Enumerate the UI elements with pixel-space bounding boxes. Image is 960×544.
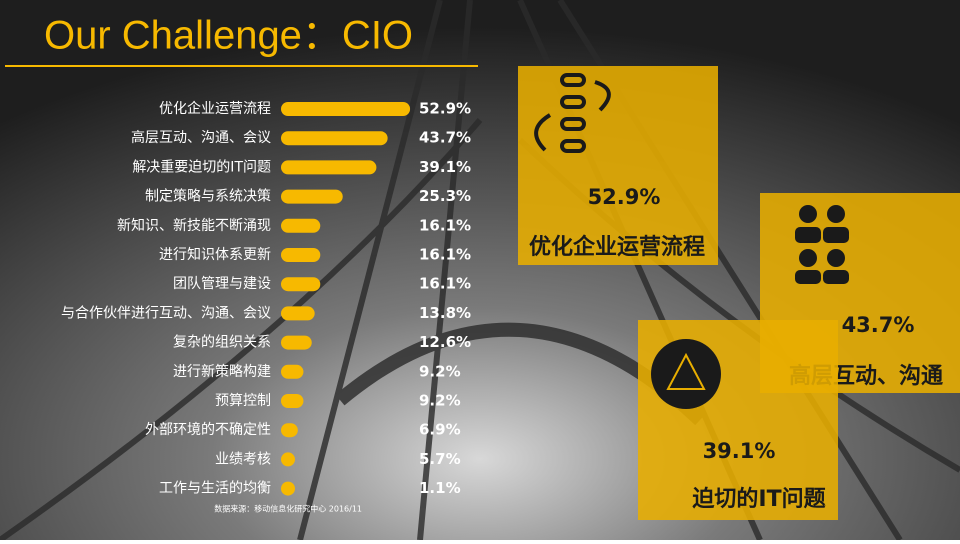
highlight-label: 优化企业运营流程 xyxy=(529,234,705,260)
highlight-value: 43.7% xyxy=(842,313,915,337)
highlight-box xyxy=(518,66,718,265)
bar xyxy=(281,160,377,175)
category-label: 复杂的组织关系 xyxy=(173,334,271,351)
category-label: 工作与生活的均衡 xyxy=(159,481,271,497)
category-label: 外部环境的不确定性 xyxy=(145,422,271,438)
people-icon xyxy=(795,205,849,284)
value-label: 9.2% xyxy=(419,392,461,410)
process-icon xyxy=(534,73,611,153)
value-label: 1.1% xyxy=(419,479,461,497)
highlight-value: 52.9% xyxy=(588,185,661,209)
value-label: 6.9% xyxy=(419,421,461,439)
category-label: 预算控制 xyxy=(215,393,271,409)
bar xyxy=(281,189,343,204)
value-label: 9.2% xyxy=(419,362,461,380)
category-label: 业绩考核 xyxy=(215,451,271,467)
value-label: 16.1% xyxy=(419,216,471,234)
bar xyxy=(281,277,321,292)
value-label: 39.1% xyxy=(419,158,471,176)
category-label: 优化企业运营流程 xyxy=(159,100,271,117)
category-label: 制定策略与系统决策 xyxy=(145,188,271,205)
category-label: 与合作伙伴进行互动、沟通、会议 xyxy=(61,305,271,321)
highlight-3: 39.1% 迫切的IT问题 xyxy=(638,320,838,520)
bar xyxy=(281,481,295,496)
highlight-label: 迫切的IT问题 xyxy=(691,486,826,512)
bar xyxy=(281,306,315,321)
bar xyxy=(281,102,411,116)
warning-triangle xyxy=(666,352,706,390)
bar xyxy=(281,218,321,233)
highlight-1: 52.9% 优化企业运营流程 xyxy=(518,66,718,265)
warning-icon xyxy=(651,339,721,409)
bar xyxy=(281,131,388,146)
category-label: 进行知识体系更新 xyxy=(159,246,271,263)
bar xyxy=(281,364,304,379)
bar xyxy=(281,423,298,438)
category-label: 进行新策略构建 xyxy=(173,363,271,380)
value-label: 12.6% xyxy=(419,333,471,351)
category-label: 解决重要迫切的IT问题 xyxy=(132,159,271,175)
highlight-value: 39.1% xyxy=(703,439,776,463)
bar xyxy=(281,248,321,262)
value-label: 16.1% xyxy=(419,275,471,293)
value-label: 16.1% xyxy=(419,246,471,264)
value-label: 5.7% xyxy=(419,450,461,468)
bar xyxy=(281,452,295,467)
value-label: 43.7% xyxy=(419,129,471,147)
source-note: 数据来源：移动信息化研究中心 2016/11 xyxy=(214,504,362,514)
value-label: 25.3% xyxy=(419,187,471,205)
title: Our Challenge：CIO xyxy=(44,14,413,58)
bar xyxy=(281,335,312,350)
category-label: 新知识、新技能不断涌现 xyxy=(117,217,271,234)
category-label: 团队管理与建设 xyxy=(173,276,271,292)
category-label: 高层互动、沟通、会议 xyxy=(131,129,271,146)
value-label: 13.8% xyxy=(419,304,471,322)
bar xyxy=(281,394,304,408)
value-label: 52.9% xyxy=(419,100,471,118)
